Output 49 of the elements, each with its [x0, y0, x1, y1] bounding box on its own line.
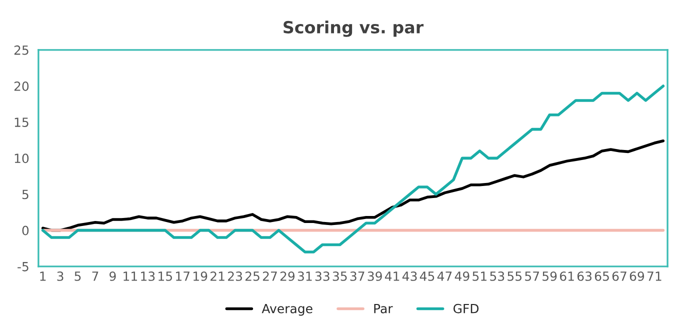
x-tick-label: 47 [437, 272, 452, 281]
y-tick-label: 20 [14, 81, 29, 91]
x-tick-label: 41 [384, 272, 400, 281]
x-tick-label: 49 [454, 271, 470, 281]
line-series [41, 139, 665, 232]
x-tick-label: 51 [472, 272, 486, 281]
x-tick-label: 39 [368, 271, 382, 281]
x-tick-label: 31 [298, 271, 312, 281]
x-tick-label: 43 [402, 271, 417, 281]
y-tick-label: 10 [14, 154, 29, 164]
x-tick-label: 23 [228, 271, 242, 281]
x-tick-label: 57 [525, 272, 539, 281]
x-tick-label: 17 [176, 272, 190, 281]
x-tick-label: 59 [542, 271, 557, 281]
x-tick-label: 9 [110, 271, 116, 281]
y-tick-label: 5 [22, 190, 28, 200]
x-tick-label: 13 [141, 271, 155, 281]
x-tick-label: 53 [490, 271, 504, 281]
x-tick-label: 61 [560, 271, 574, 281]
y-tick-label: 25 [14, 45, 28, 55]
chart-title: Scoring vs. par [284, 20, 424, 37]
x-tick-label: 65 [594, 271, 609, 281]
y-tick-label: 0 [22, 226, 29, 236]
x-tick-label: 69 [630, 271, 644, 281]
line-series [41, 84, 665, 254]
x-tick-label: 35 [332, 271, 347, 281]
x-tick-label: 37 [350, 271, 364, 281]
x-tick-label: 1 [40, 272, 46, 281]
x-tick-label: 27 [262, 271, 277, 281]
x-tick-label: 11 [124, 272, 137, 281]
legend-label: Par [374, 304, 393, 314]
y-tick-label: -5 [18, 262, 28, 272]
x-tick-label: 67 [612, 271, 626, 281]
x-tick-label: 45 [420, 272, 434, 281]
x-tick-label: 63 [577, 271, 592, 281]
x-tick-label: 5 [74, 272, 81, 281]
x-tick-label: 15 [158, 272, 172, 281]
legend-label: Average [262, 304, 312, 316]
x-tick-label: 55 [508, 272, 522, 281]
x-tick-label: 71 [648, 272, 662, 281]
x-tick-label: 3 [57, 271, 64, 281]
x-tick-label: 19 [194, 271, 208, 281]
x-tick-label: 33 [315, 271, 330, 281]
x-tick-label: 25 [245, 271, 260, 281]
x-tick-label: 7 [92, 272, 98, 281]
x-tick-label: 21 [210, 271, 224, 281]
x-tick-label: 29 [280, 271, 295, 281]
y-tick-label: 15 [14, 118, 28, 128]
legend-label: GFD [454, 304, 479, 314]
